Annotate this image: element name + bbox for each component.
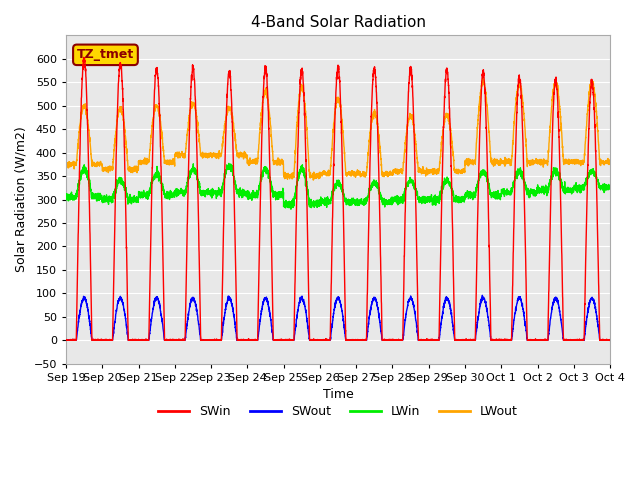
SWin: [160, 311, 168, 317]
SWout: [606, 337, 614, 343]
LWout: [430, 166, 438, 171]
LWin: [160, 188, 168, 193]
LWin: [318, 201, 326, 206]
LWout: [479, 76, 487, 82]
SWin: [62, 337, 70, 343]
LWout: [310, 177, 317, 183]
LWout: [460, 168, 468, 173]
LWin: [430, 202, 438, 208]
SWout: [479, 292, 486, 298]
LWout: [62, 160, 70, 166]
Line: SWout: SWout: [66, 295, 610, 340]
LWin: [225, 160, 233, 166]
Line: LWout: LWout: [66, 79, 610, 180]
Legend: SWin, SWout, LWin, LWout: SWin, SWout, LWin, LWout: [153, 400, 523, 423]
SWin: [80, 54, 88, 60]
LWout: [318, 170, 326, 176]
LWin: [287, 206, 295, 212]
LWout: [606, 157, 614, 163]
SWout: [317, 337, 325, 343]
SWin: [460, 337, 468, 343]
SWout: [491, 337, 499, 343]
Line: SWin: SWin: [66, 57, 610, 340]
LWin: [606, 185, 614, 191]
X-axis label: Time: Time: [323, 388, 353, 401]
LWout: [491, 158, 499, 164]
Line: LWin: LWin: [66, 163, 610, 209]
Title: 4-Band Solar Radiation: 4-Band Solar Radiation: [250, 15, 426, 30]
LWin: [460, 195, 468, 201]
Y-axis label: Solar Radiation (W/m2): Solar Radiation (W/m2): [15, 127, 28, 273]
SWout: [160, 331, 168, 336]
SWin: [318, 337, 326, 343]
LWout: [605, 159, 613, 165]
SWout: [605, 337, 613, 343]
LWin: [491, 191, 499, 196]
SWout: [62, 337, 70, 343]
LWout: [160, 153, 168, 158]
SWin: [605, 337, 613, 343]
LWin: [605, 183, 613, 189]
SWout: [460, 337, 468, 343]
SWin: [606, 337, 614, 343]
SWin: [62, 337, 70, 343]
SWin: [430, 337, 438, 343]
SWin: [491, 336, 499, 342]
Text: TZ_tmet: TZ_tmet: [77, 48, 134, 61]
LWin: [62, 192, 70, 197]
SWout: [430, 337, 438, 343]
